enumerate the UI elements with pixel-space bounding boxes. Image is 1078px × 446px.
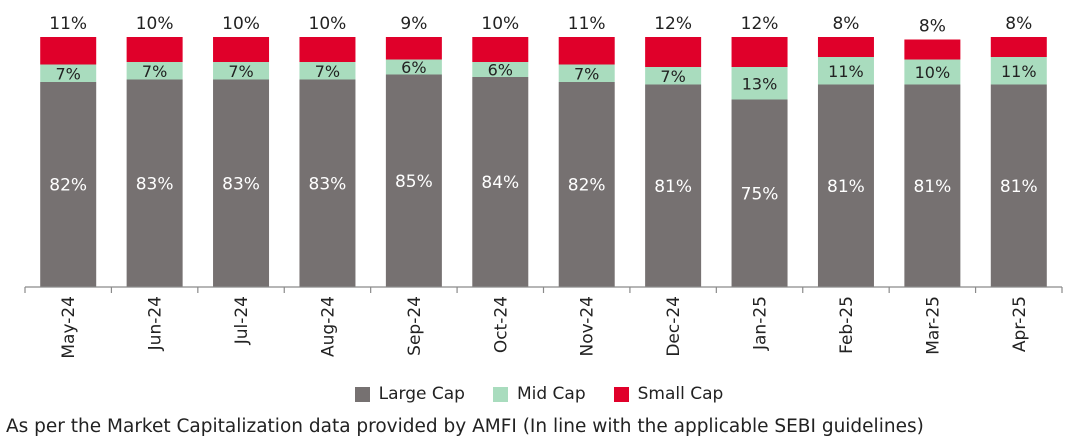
bar-mid-cap-sep-24 bbox=[385, 59, 442, 75]
data-label-mid-cap-mar-25: 10% bbox=[915, 63, 951, 82]
legend-label-mid-cap: Mid Cap bbox=[516, 384, 586, 404]
data-label-large-cap-feb-25: 81% bbox=[827, 177, 865, 197]
bar-large-cap-may-24 bbox=[40, 82, 97, 287]
data-label-small-cap-apr-25: 8% bbox=[1005, 14, 1032, 34]
bar-large-cap-apr-25 bbox=[990, 84, 1047, 287]
bar-small-cap-oct-24 bbox=[472, 37, 529, 62]
legend-swatch-large-cap bbox=[354, 386, 370, 402]
data-label-small-cap-mar-25: 8% bbox=[919, 17, 946, 37]
x-tick-label-feb-25: Feb-25 bbox=[837, 296, 857, 354]
data-label-mid-cap-nov-24: 7% bbox=[574, 64, 599, 83]
data-label-small-cap-may-24: 11% bbox=[49, 14, 87, 34]
data-label-large-cap-apr-25: 81% bbox=[1000, 177, 1038, 197]
bar-small-cap-dec-24 bbox=[645, 37, 702, 67]
legend-swatch-small-cap bbox=[613, 386, 629, 402]
data-label-small-cap-feb-25: 8% bbox=[832, 14, 859, 34]
data-label-mid-cap-jan-25: 13% bbox=[742, 74, 778, 93]
data-label-large-cap-oct-24: 84% bbox=[481, 173, 519, 193]
bar-large-cap-nov-24 bbox=[558, 82, 615, 287]
legend-item-mid-cap: Mid Cap bbox=[492, 384, 586, 404]
bar-small-cap-feb-25 bbox=[817, 37, 874, 57]
data-label-small-cap-sep-24: 9% bbox=[400, 14, 427, 34]
footnote: As per the Market Capitalization data pr… bbox=[6, 416, 924, 437]
bar-small-cap-may-24 bbox=[40, 37, 97, 65]
x-tick-label-sep-24: Sep-24 bbox=[405, 296, 425, 356]
data-label-large-cap-sep-24: 85% bbox=[395, 172, 433, 192]
legend-item-small-cap: Small Cap bbox=[613, 384, 724, 404]
data-label-mid-cap-sep-24: 6% bbox=[401, 58, 426, 77]
bar-large-cap-aug-24 bbox=[299, 79, 356, 287]
data-label-large-cap-mar-25: 81% bbox=[913, 177, 951, 197]
bar-small-cap-jul-24 bbox=[213, 37, 270, 62]
bar-mid-cap-apr-25 bbox=[990, 57, 1047, 85]
data-label-mid-cap-jun-24: 7% bbox=[142, 62, 167, 81]
data-label-small-cap-jun-24: 10% bbox=[136, 14, 174, 34]
data-label-large-cap-nov-24: 82% bbox=[568, 176, 606, 196]
x-tick-label-nov-24: Nov-24 bbox=[578, 296, 598, 357]
data-label-mid-cap-may-24: 7% bbox=[56, 64, 81, 83]
chart-legend: Large Cap Mid Cap Small Cap bbox=[0, 384, 1078, 404]
data-label-small-cap-oct-24: 10% bbox=[481, 14, 519, 34]
data-label-small-cap-dec-24: 12% bbox=[654, 14, 692, 34]
x-tick-label-may-24: May-24 bbox=[59, 296, 79, 359]
bar-mid-cap-jul-24 bbox=[213, 62, 270, 80]
bar-small-cap-jun-24 bbox=[126, 37, 183, 62]
x-tick-label-jan-25: Jan-25 bbox=[751, 296, 771, 351]
bar-mid-cap-oct-24 bbox=[472, 62, 529, 77]
x-tick-label-oct-24: Oct-24 bbox=[491, 296, 511, 353]
x-tick-label-jul-24: Jul-24 bbox=[232, 296, 252, 345]
bar-mid-cap-mar-25 bbox=[904, 59, 961, 85]
data-label-large-cap-aug-24: 83% bbox=[309, 174, 347, 194]
data-label-large-cap-jun-24: 83% bbox=[136, 174, 174, 194]
bar-large-cap-sep-24 bbox=[385, 74, 442, 287]
bar-mid-cap-nov-24 bbox=[558, 64, 615, 82]
bar-mid-cap-jun-24 bbox=[126, 62, 183, 80]
bar-large-cap-jan-25 bbox=[731, 99, 788, 287]
data-label-large-cap-dec-24: 81% bbox=[654, 177, 692, 197]
data-label-mid-cap-oct-24: 6% bbox=[488, 61, 513, 80]
stacked-bar-chart: 82% 7% 11% May-24 83% 7% 10% Jun-24 83% 7% 10% Jul-… bbox=[24, 14, 1063, 359]
legend-swatch-mid-cap bbox=[492, 386, 508, 402]
bar-small-cap-jan-25 bbox=[731, 37, 788, 67]
legend-item-large-cap: Large Cap bbox=[354, 384, 465, 404]
data-label-large-cap-may-24: 82% bbox=[49, 176, 87, 196]
bar-mid-cap-may-24 bbox=[40, 64, 97, 82]
bar-small-cap-mar-25 bbox=[904, 39, 961, 60]
data-label-mid-cap-jul-24: 7% bbox=[228, 62, 253, 81]
x-tick-label-aug-24: Aug-24 bbox=[318, 296, 338, 357]
data-label-mid-cap-feb-25: 11% bbox=[828, 62, 864, 81]
bar-large-cap-feb-25 bbox=[817, 84, 874, 287]
bar-large-cap-jul-24 bbox=[213, 79, 270, 287]
x-tick-label-apr-25: Apr-25 bbox=[1010, 296, 1030, 352]
data-label-mid-cap-dec-24: 7% bbox=[660, 67, 685, 86]
x-tick-label-jun-24: Jun-24 bbox=[146, 296, 166, 351]
x-tick-label-dec-24: Dec-24 bbox=[664, 296, 684, 357]
data-label-small-cap-aug-24: 10% bbox=[309, 14, 347, 34]
data-label-large-cap-jan-25: 75% bbox=[741, 184, 779, 204]
data-label-large-cap-jul-24: 83% bbox=[222, 174, 260, 194]
bar-mid-cap-aug-24 bbox=[299, 62, 356, 80]
bar-small-cap-sep-24 bbox=[385, 37, 442, 60]
legend-label-small-cap: Small Cap bbox=[637, 384, 724, 404]
bar-large-cap-oct-24 bbox=[472, 77, 529, 287]
bar-large-cap-dec-24 bbox=[645, 84, 702, 287]
bar-large-cap-mar-25 bbox=[904, 84, 961, 287]
bar-mid-cap-jan-25 bbox=[731, 67, 788, 100]
data-label-small-cap-jan-25: 12% bbox=[741, 14, 779, 34]
bar-small-cap-nov-24 bbox=[558, 37, 615, 65]
bar-mid-cap-feb-25 bbox=[817, 57, 874, 85]
legend-label-large-cap: Large Cap bbox=[378, 384, 465, 404]
data-label-small-cap-jul-24: 10% bbox=[222, 14, 260, 34]
bar-mid-cap-dec-24 bbox=[645, 67, 702, 85]
data-label-small-cap-nov-24: 11% bbox=[568, 14, 606, 34]
data-label-mid-cap-aug-24: 7% bbox=[315, 62, 340, 81]
bar-small-cap-aug-24 bbox=[299, 37, 356, 62]
bar-large-cap-jun-24 bbox=[126, 79, 183, 287]
data-label-mid-cap-apr-25: 11% bbox=[1001, 62, 1037, 81]
x-tick-label-mar-25: Mar-25 bbox=[923, 296, 943, 355]
bar-small-cap-apr-25 bbox=[990, 37, 1047, 57]
